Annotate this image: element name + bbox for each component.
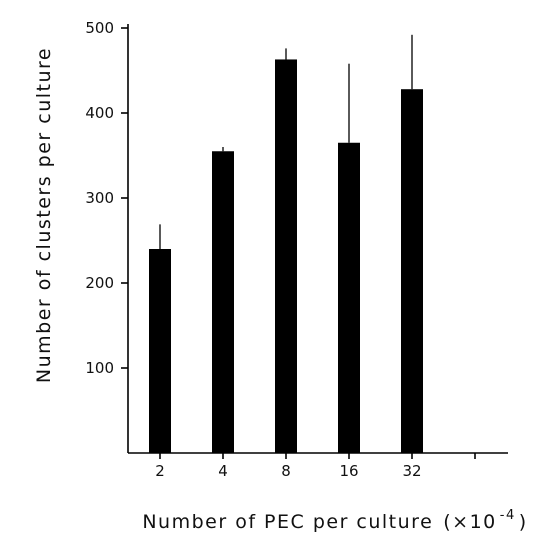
x-axis-unit-exponent: -4 <box>500 508 516 523</box>
x-tick-label: 2 <box>155 462 165 480</box>
bar <box>275 59 297 453</box>
x-tick-label: 32 <box>402 462 421 480</box>
y-tick-label: 300 <box>85 189 114 207</box>
x-axis-ticks: 2 4 8 16 32 <box>155 453 476 480</box>
y-tick-label: 100 <box>85 359 114 377</box>
bar <box>212 151 234 453</box>
x-tick-label: 8 <box>281 462 291 480</box>
chart-axes <box>127 24 508 454</box>
x-axis-unit-close: ) <box>519 511 528 533</box>
y-tick-label: 500 <box>85 19 114 37</box>
y-tick-label: 400 <box>85 104 114 122</box>
bar <box>338 142 360 453</box>
x-tick-label: 16 <box>339 462 358 480</box>
bar-series <box>149 59 423 453</box>
bar <box>149 249 171 453</box>
y-tick-label: 200 <box>85 274 114 292</box>
x-axis-unit: (×10 <box>443 511 497 533</box>
x-axis-title-text: Number of PEC per culture <box>142 511 433 533</box>
bar <box>401 89 423 453</box>
x-axis-title: Number of PEC per culture (×10 -4) <box>142 508 527 533</box>
y-axis-title: Number of clusters per culture <box>33 47 55 383</box>
x-tick-label: 4 <box>218 462 228 480</box>
error-bars <box>159 34 413 249</box>
y-axis-ticks: 100 200 300 400 500 <box>85 19 128 377</box>
